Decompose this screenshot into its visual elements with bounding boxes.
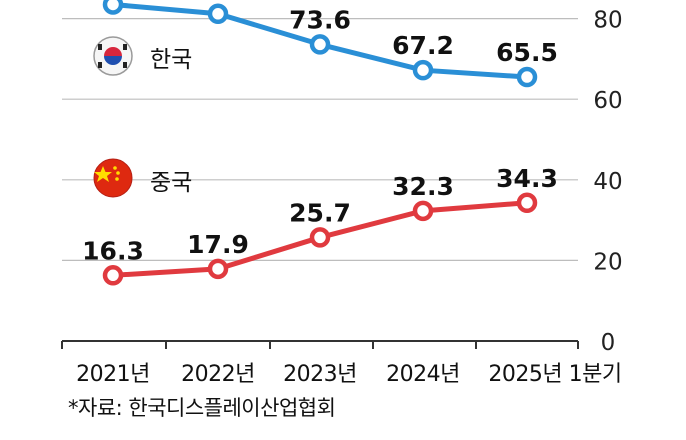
x-tick-label: 2022년	[181, 362, 255, 387]
trigram	[123, 44, 127, 50]
taegeuk-bottom	[104, 56, 122, 65]
y-tick-label: 60	[593, 88, 622, 114]
data-point	[102, 265, 124, 286]
y-tick-label: 20	[593, 249, 622, 275]
data-point	[412, 200, 434, 222]
y-tick-label: 0	[601, 330, 616, 356]
data-label: 73.6	[289, 5, 351, 34]
data-point	[412, 59, 434, 81]
data-label: 16.3	[82, 236, 144, 265]
x-tick-label: 2023년	[283, 362, 357, 387]
data-point	[102, 0, 124, 15]
trigram	[98, 44, 102, 50]
x-tick-label: 2024년	[386, 362, 460, 387]
data-label: 32.3	[392, 172, 454, 201]
x-tick-label: 2025년 1분기	[488, 362, 621, 387]
data-point	[207, 258, 229, 280]
y-tick-label: 40	[593, 169, 622, 195]
source-note: *자료: 한국디스플레이산업협회	[68, 396, 336, 420]
data-point	[516, 66, 538, 88]
legend-label-china: 중국	[150, 170, 192, 196]
trigram	[98, 62, 102, 68]
data-point	[309, 34, 331, 55]
trigram	[123, 62, 127, 68]
flag-star-small	[113, 166, 117, 170]
flag-star	[94, 166, 112, 182]
data-point	[207, 3, 229, 25]
x-tick-label: 2021년	[76, 362, 150, 387]
data-label: 25.7	[289, 198, 351, 227]
data-label: 65.5	[496, 38, 558, 67]
flag-star-small	[116, 171, 120, 175]
data-label: 67.2	[392, 31, 454, 60]
legend-label-korea: 한국	[150, 47, 192, 73]
y-tick-label: 80	[593, 8, 622, 34]
data-point	[309, 227, 331, 248]
data-label: 34.3	[496, 164, 558, 193]
taegeuk-top	[104, 47, 122, 56]
data-point	[516, 192, 538, 214]
data-label: 17.9	[187, 230, 249, 259]
flag-star-small	[115, 177, 119, 181]
